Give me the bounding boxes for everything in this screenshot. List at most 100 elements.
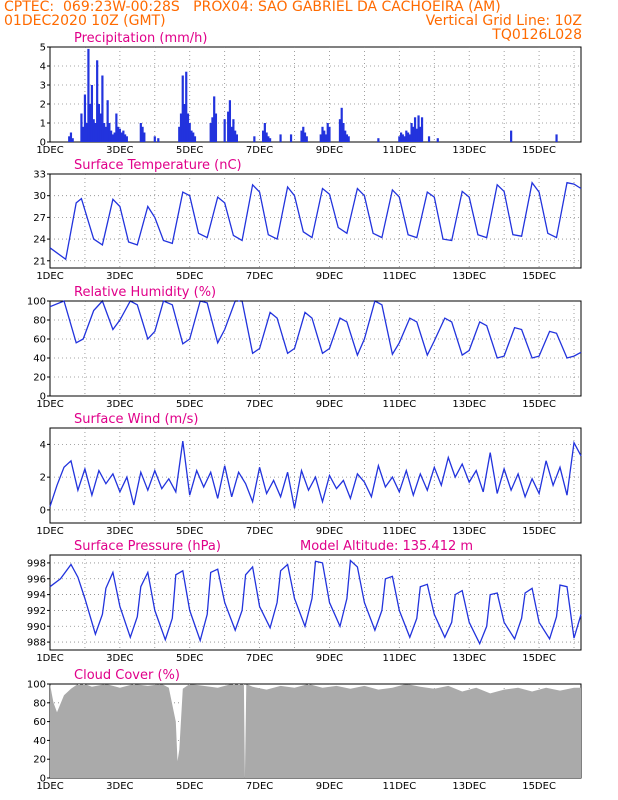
precip-bar	[192, 132, 195, 142]
x-tick-label: 9DEC	[316, 781, 343, 792]
y-tick-label: 0	[40, 138, 46, 149]
precip-bar	[209, 123, 212, 142]
precip-bar	[179, 113, 183, 142]
x-tick-label: 9DEC	[316, 653, 343, 664]
precip-bar	[265, 132, 268, 142]
x-tick-label: 7DEC	[246, 145, 273, 156]
precip-bar	[108, 123, 111, 142]
x-tick-label: 11DEC	[382, 526, 416, 537]
series-line	[49, 181, 582, 261]
y-tick-label: 33	[33, 170, 46, 181]
precip-bar	[71, 138, 74, 142]
y-tick-label: 990	[27, 622, 46, 633]
precip-bar	[415, 128, 418, 142]
y-tick-label: 992	[27, 606, 46, 617]
panel-title: Cloud Cover (%)	[74, 668, 180, 683]
precip-bar	[399, 132, 403, 142]
panel-title: Surface Wind (m/s)	[74, 412, 198, 427]
precip-bar	[185, 71, 188, 142]
precip-bar	[157, 138, 160, 142]
x-tick-label: 1DEC	[36, 399, 63, 410]
y-tick-label: 60	[33, 335, 46, 346]
x-tick-label: 15DEC	[522, 781, 556, 792]
precip-bar	[305, 136, 308, 142]
y-tick-label: 994	[27, 590, 46, 601]
x-tick-label: 5DEC	[176, 399, 203, 410]
panel-3: 0 2 4 1DEC 3DEC 5DEC 7DEC 9DEC 11DEC 13DEC 15DEC Su…	[36, 412, 582, 537]
precip-bar	[319, 134, 322, 142]
precip-bar	[232, 119, 235, 142]
x-tick-label: 9DEC	[316, 526, 343, 537]
precip-bar	[345, 134, 349, 142]
precip-bar	[427, 136, 431, 142]
plot-frame	[49, 46, 582, 143]
precip-bar	[405, 130, 408, 142]
panel-4: 988 990 992 994 996 998 1DEC 3DEC 5DEC 7DEC 9DEC 11…	[27, 539, 582, 664]
precip-bar	[328, 126, 331, 142]
x-tick-label: 11DEC	[382, 145, 416, 156]
x-tick-label: 15DEC	[522, 145, 556, 156]
x-tick-label: 5DEC	[176, 526, 203, 537]
precip-bar	[111, 134, 114, 142]
x-tick-label: 13DEC	[452, 781, 486, 792]
y-tick-label: 2	[40, 473, 46, 484]
precip-bar	[68, 136, 71, 142]
precip-bar	[193, 136, 197, 142]
header-date: 01DEC2020 10Z (GMT)	[4, 13, 166, 29]
precip-bar	[267, 136, 270, 142]
precip-bar	[80, 113, 83, 142]
precip-bar	[90, 85, 94, 142]
precip-bar	[82, 126, 85, 142]
x-tick-label: 3DEC	[106, 399, 133, 410]
series-line	[49, 440, 582, 509]
y-tick-label: 40	[33, 354, 46, 365]
cloud-area	[50, 684, 581, 778]
precip-bar	[183, 104, 186, 142]
precip-bar	[223, 119, 226, 142]
panel-2: 0 20 40 60 80 100 1DEC 3DEC 5DEC 7DEC 9DEC 11DEC 13D…	[27, 285, 582, 410]
series-line	[49, 559, 582, 646]
precip-bar	[85, 123, 88, 142]
y-tick-label: 988	[27, 638, 46, 649]
x-tick-label: 5DEC	[176, 781, 203, 792]
y-tick-label: 0	[40, 505, 46, 516]
panel-title: Surface Pressure (hPa)	[74, 539, 221, 554]
precip-bar	[228, 100, 232, 142]
y-tick-label: 40	[33, 736, 46, 747]
x-tick-label: 13DEC	[452, 653, 486, 664]
precip-bar	[289, 134, 293, 142]
y-tick-label: 20	[33, 755, 46, 766]
x-tick-label: 3DEC	[106, 781, 133, 792]
y-tick-label: 21	[33, 256, 46, 267]
header-grid-line: Vertical Grid Line: 10Z	[425, 13, 582, 29]
x-tick-label: 5DEC	[176, 653, 203, 664]
y-tick-label: 4	[40, 440, 46, 451]
precip-bar	[101, 75, 104, 142]
precip-bar	[122, 130, 125, 142]
x-tick-label: 1DEC	[36, 526, 63, 537]
y-tick-label: 4	[40, 62, 46, 73]
precip-bar	[104, 126, 107, 142]
precip-bar	[412, 126, 415, 142]
precip-bar	[417, 115, 420, 142]
precip-bar	[398, 136, 401, 142]
header-line1: CPTEC: 069:23W-00:28S PROX04: SAO GABRIE…	[4, 0, 501, 15]
precip-bar	[96, 60, 99, 142]
x-tick-label: 11DEC	[382, 399, 416, 410]
precip-bar	[139, 123, 142, 142]
y-tick-label: 80	[33, 698, 46, 709]
series-line	[49, 299, 582, 359]
precip-bar	[342, 123, 345, 142]
x-tick-label: 11DEC	[382, 781, 416, 792]
precip-bar	[420, 117, 424, 142]
precip-bar	[321, 126, 324, 142]
x-tick-label: 7DEC	[246, 271, 273, 282]
x-tick-label: 11DEC	[382, 653, 416, 664]
precip-bar	[97, 104, 101, 142]
precip-bar	[92, 119, 95, 142]
y-tick-label: 0	[40, 392, 46, 403]
y-tick-label: 5	[40, 43, 46, 54]
precip-bar	[186, 113, 190, 142]
x-tick-label: 1DEC	[36, 145, 63, 156]
